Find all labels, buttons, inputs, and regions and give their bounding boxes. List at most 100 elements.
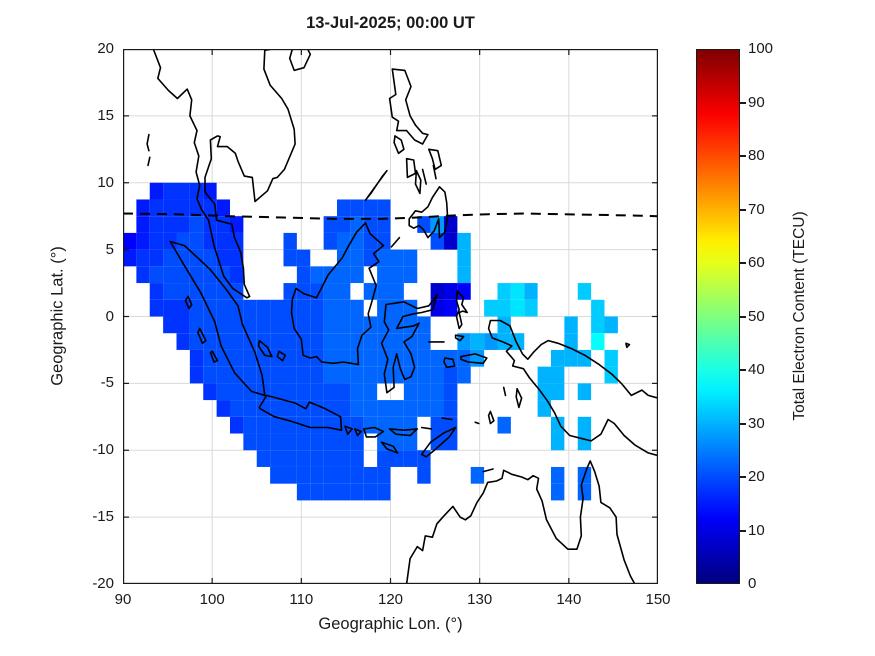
tec-cell (350, 483, 364, 501)
tec-cell (430, 283, 444, 300)
tec-cell (256, 450, 271, 467)
tec-cell (470, 333, 485, 350)
coastline-kei (502, 386, 507, 397)
tec-cell (323, 433, 337, 451)
tec-cell (310, 266, 324, 284)
tec-cell (216, 400, 230, 417)
coastline-belitung (276, 350, 287, 362)
tec-cell (323, 299, 337, 317)
tec-cell (551, 466, 565, 484)
tec-cell (323, 333, 337, 350)
tec-cell (377, 433, 391, 451)
tec-cell (310, 450, 324, 467)
coastline-bali (344, 425, 353, 435)
tec-cell (136, 249, 150, 267)
tec-cell (323, 366, 337, 384)
tec-cell (377, 232, 391, 250)
tec-cell (377, 266, 391, 284)
tec-cell (350, 416, 364, 434)
y-tick-label: 5 (105, 240, 114, 258)
tec-cell (270, 333, 284, 350)
tec-cell (283, 466, 297, 484)
tec-cell (350, 400, 364, 417)
tec-cell (430, 349, 444, 367)
tec-cell (163, 266, 177, 284)
tec-cell (296, 366, 311, 384)
tec-cell (577, 383, 592, 401)
tec-cell (444, 232, 458, 250)
x-tick-label: 110 (289, 591, 314, 608)
tec-cell (176, 283, 190, 300)
tec-cell (350, 383, 364, 401)
tec-cell (310, 349, 324, 367)
tec-cell (136, 266, 150, 284)
coastline-seram (460, 353, 488, 365)
tec-cell (163, 283, 177, 300)
tec-cell (203, 266, 217, 284)
coastline-tanimbar (487, 410, 495, 425)
tec-cell (323, 450, 337, 467)
tec-cell (444, 366, 458, 384)
tec-cell (243, 316, 257, 334)
tec-cell (176, 266, 190, 284)
tec-cell (136, 199, 150, 217)
tec-cell (337, 349, 351, 367)
tec-cell (551, 483, 565, 501)
y-tick-label: 0 (105, 307, 114, 325)
tec-cell (551, 366, 565, 384)
tec-cell (323, 466, 337, 484)
tec-cell (403, 316, 418, 334)
coastline-hainan (288, 49, 312, 72)
tec-cell (189, 299, 204, 317)
tec-cell (163, 316, 177, 334)
tec-cell (256, 299, 271, 317)
axes-box (123, 49, 658, 584)
tec-cell (203, 333, 217, 350)
tec-cell (296, 349, 311, 367)
tec-cell (470, 466, 485, 484)
tec-cell (270, 316, 284, 334)
tec-cell (444, 400, 458, 417)
tec-cell (510, 299, 525, 317)
tec-cell (149, 266, 164, 284)
tec-cell (270, 383, 284, 401)
tec-cell (189, 266, 204, 284)
tec-cell (350, 433, 364, 451)
tec-cell (484, 333, 498, 350)
x-tick-label: 90 (114, 591, 132, 608)
coastline-nias (184, 295, 193, 310)
tec-cell (377, 216, 391, 233)
tec-cell (203, 383, 217, 401)
tec-cell (243, 349, 257, 367)
tec-cell (337, 232, 351, 250)
colorbar-tick-mark (740, 529, 746, 532)
tec-cell (163, 299, 177, 317)
tec-cell (457, 249, 471, 267)
tec-cell (256, 316, 271, 334)
tec-cell (310, 466, 324, 484)
tec-cell (283, 349, 297, 367)
tec-cell (497, 299, 511, 317)
tec-cell (551, 433, 565, 451)
coastline-new-guinea (487, 319, 658, 457)
tec-cell (230, 400, 244, 417)
colorbar-tick-label: 90 (748, 93, 765, 111)
tec-cell (323, 316, 337, 334)
tec-cell (444, 283, 458, 300)
tec-cell (176, 333, 190, 350)
tec-cell (350, 199, 364, 217)
tec-cell (577, 416, 592, 434)
tec-cell (256, 416, 271, 434)
tec-cell (403, 266, 418, 284)
colorbar-tick-label: 30 (748, 414, 765, 432)
tec-cell (189, 216, 204, 233)
tec-cell (390, 400, 404, 417)
coastline-sulu (390, 236, 401, 248)
tec-cell (216, 383, 230, 401)
tec-cell (189, 349, 204, 367)
coastline-andaman-2 (147, 156, 151, 167)
tec-cell (283, 383, 297, 401)
coastline-mainland-se-asia (152, 49, 296, 299)
tec-cell (403, 433, 418, 451)
colorbar-label: Total Electron Content (TECU) (791, 211, 808, 421)
